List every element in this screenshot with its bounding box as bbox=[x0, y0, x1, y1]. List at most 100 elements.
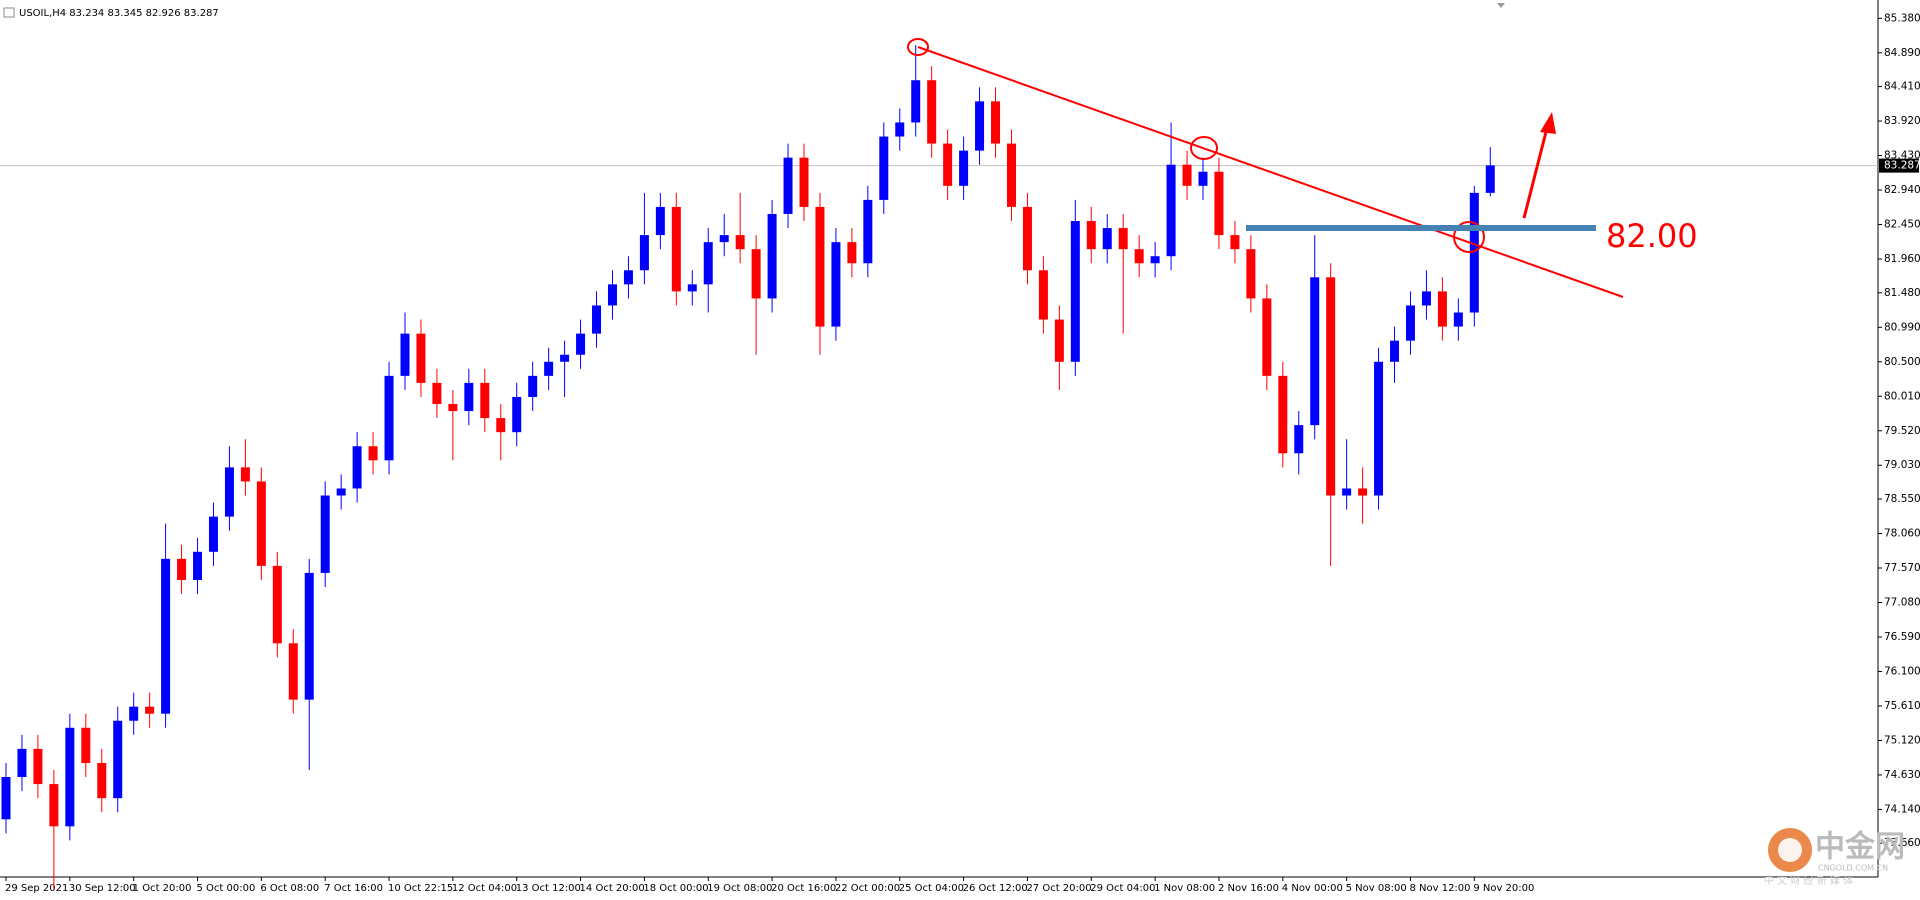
x-tick-label: 18 Oct 00:00 bbox=[643, 883, 708, 894]
candle-body bbox=[1102, 228, 1112, 250]
candle-body bbox=[783, 157, 793, 214]
candle-body bbox=[145, 706, 155, 714]
candle-body bbox=[464, 382, 474, 412]
candle-body bbox=[528, 375, 538, 397]
candle-body bbox=[1086, 221, 1096, 250]
candle-body bbox=[687, 284, 697, 292]
candle-body bbox=[272, 565, 282, 644]
symbol-info: USOIL,H4 83.234 83.345 82.926 83.287 bbox=[19, 8, 219, 19]
candle-body bbox=[1342, 488, 1352, 496]
candle-body bbox=[208, 516, 218, 552]
candle-body bbox=[432, 382, 442, 405]
candle-body bbox=[1150, 256, 1160, 264]
candle-body bbox=[1453, 312, 1463, 327]
candle-body bbox=[81, 727, 91, 763]
y-tick-label: 85.380 bbox=[1884, 12, 1920, 24]
candle-body bbox=[1, 777, 11, 820]
x-tick-label: 5 Oct 00:00 bbox=[197, 883, 256, 894]
candle-body bbox=[671, 206, 681, 292]
y-tick-label: 81.960 bbox=[1884, 253, 1920, 265]
candle-body bbox=[1421, 291, 1431, 306]
x-tick-label: 7 Oct 16:00 bbox=[324, 883, 383, 894]
candle-body bbox=[927, 80, 937, 144]
y-tick-label: 78.550 bbox=[1884, 493, 1920, 505]
x-tick-label: 8 Nov 12:00 bbox=[1409, 883, 1470, 894]
x-tick-label: 19 Oct 08:00 bbox=[707, 883, 772, 894]
candle-body bbox=[193, 551, 203, 580]
candle-body bbox=[592, 305, 602, 334]
candle-body bbox=[320, 495, 330, 573]
x-tick-label: 26 Oct 12:00 bbox=[963, 883, 1028, 894]
y-tick-label: 75.610 bbox=[1884, 700, 1920, 712]
candle-body bbox=[256, 481, 266, 566]
x-tick-label: 27 Oct 20:00 bbox=[1026, 883, 1091, 894]
arrow-head bbox=[1540, 112, 1556, 134]
y-tick-label: 77.080 bbox=[1884, 596, 1920, 608]
candle-body bbox=[1118, 228, 1128, 250]
candle-body bbox=[1214, 171, 1224, 236]
candle-body bbox=[1230, 235, 1240, 250]
x-tick-label: 30 Sep 12:00 bbox=[69, 883, 136, 894]
current-price-tag bbox=[1879, 158, 1919, 173]
candle-body bbox=[480, 382, 490, 419]
candle-body bbox=[959, 150, 969, 186]
y-tick-label: 74.630 bbox=[1884, 769, 1920, 781]
candle-body bbox=[224, 467, 234, 517]
candle-body bbox=[1246, 249, 1256, 299]
y-tick-label: 77.570 bbox=[1884, 562, 1920, 574]
candle-body bbox=[448, 404, 458, 412]
candle-body bbox=[1070, 221, 1080, 362]
candle-body bbox=[655, 206, 665, 236]
candle-body bbox=[416, 333, 426, 383]
trend-line bbox=[917, 46, 1624, 298]
y-tick-label: 80.990 bbox=[1884, 321, 1920, 333]
candle-body bbox=[847, 242, 857, 264]
y-tick-label: 76.100 bbox=[1884, 665, 1920, 677]
y-tick-label: 82.940 bbox=[1884, 184, 1920, 196]
watermark-site: CNGOLD.COM.CN bbox=[1818, 864, 1888, 873]
y-tick-label: 81.480 bbox=[1884, 287, 1920, 299]
candle-body bbox=[288, 643, 298, 700]
candle-body bbox=[1278, 375, 1288, 454]
candle-body bbox=[544, 361, 554, 376]
candle-body bbox=[1358, 488, 1368, 496]
x-tick-label: 14 Oct 20:00 bbox=[580, 883, 645, 894]
candle-body bbox=[943, 143, 953, 186]
candle-body bbox=[33, 748, 43, 785]
watermark-slogan: 中 文 财 经 新 媒 体 bbox=[1764, 874, 1853, 887]
current-price-label: 83.287 bbox=[1884, 160, 1920, 172]
candle-body bbox=[1469, 192, 1479, 313]
x-tick-label: 29 Oct 04:00 bbox=[1090, 883, 1155, 894]
candle-body bbox=[1038, 270, 1048, 320]
y-tick-label: 82.450 bbox=[1884, 219, 1920, 231]
candle-body bbox=[400, 333, 410, 376]
x-tick-label: 25 Oct 04:00 bbox=[899, 883, 964, 894]
candle-body bbox=[384, 375, 394, 461]
y-tick-label: 83.920 bbox=[1884, 115, 1920, 127]
candle-body bbox=[751, 249, 761, 299]
y-tick-label: 80.500 bbox=[1884, 356, 1920, 368]
candle-body bbox=[799, 157, 809, 207]
candle-body bbox=[97, 762, 107, 799]
candle-body bbox=[49, 784, 59, 827]
candle-body bbox=[911, 80, 921, 123]
candle-body bbox=[991, 101, 1001, 144]
candle-body bbox=[639, 235, 649, 271]
candle-body bbox=[560, 354, 570, 362]
candle-body bbox=[895, 122, 905, 137]
candle-body bbox=[336, 488, 346, 496]
symbol-icon bbox=[3, 7, 15, 18]
y-tick-label: 84.410 bbox=[1884, 81, 1920, 93]
y-tick-label: 74.140 bbox=[1884, 803, 1920, 815]
x-tick-label: 5 Nov 08:00 bbox=[1346, 883, 1407, 894]
y-tick-label: 75.120 bbox=[1884, 734, 1920, 746]
candle-body bbox=[1022, 206, 1032, 271]
candle-body bbox=[1262, 298, 1272, 376]
candle-body bbox=[975, 101, 985, 151]
y-tick-label: 79.520 bbox=[1884, 425, 1920, 437]
candle-body bbox=[1006, 143, 1016, 207]
level-annotation: 82.00 bbox=[1606, 217, 1698, 255]
y-tick-label: 84.890 bbox=[1884, 47, 1920, 59]
